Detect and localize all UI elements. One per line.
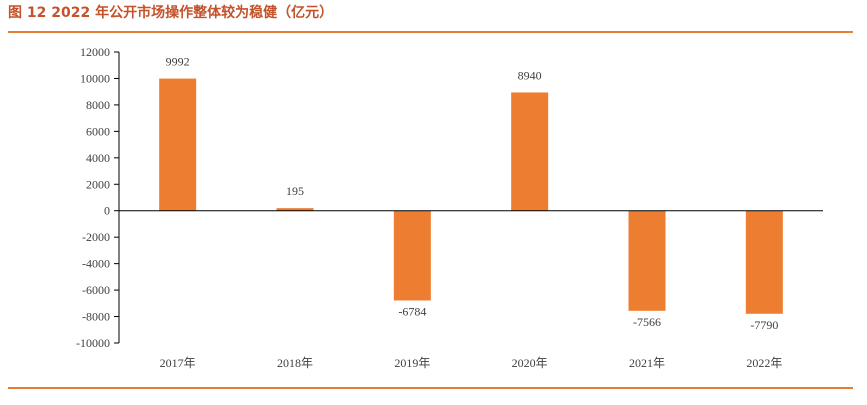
data-label: -7790	[750, 318, 778, 332]
x-tick-label: 2019年	[394, 356, 430, 370]
y-tick-label: 8000	[86, 98, 110, 112]
bar-2017年	[159, 78, 197, 211]
bars	[159, 78, 783, 314]
data-label: -6784	[398, 304, 426, 318]
data-label: 8940	[518, 68, 542, 82]
x-tick-label: 2022年	[746, 356, 782, 370]
x-tick-label: 2021年	[629, 356, 665, 370]
bar-2020年	[511, 92, 549, 211]
y-tick-label: -6000	[82, 283, 110, 297]
y-tick-label: -8000	[82, 310, 110, 324]
bar-2022年	[745, 210, 783, 314]
x-tick-label: 2017年	[160, 356, 196, 370]
y-tick-label: -10000	[76, 336, 110, 350]
figure-title: 图 12 2022 年公开市场操作整体较为稳健（亿元）	[8, 5, 334, 21]
y-tick-label: -2000	[82, 230, 110, 244]
y-tick-label: -4000	[82, 257, 110, 271]
top-rule	[8, 31, 853, 33]
data-label: 9992	[166, 55, 190, 69]
data-labels: 9992 195 -6784 8940 -7566 -7790	[166, 55, 779, 332]
bar-2021年	[628, 210, 666, 311]
y-tick-label: 4000	[86, 151, 110, 165]
y-tick-label: 10000	[80, 71, 110, 85]
x-tick-label: 2020年	[512, 356, 548, 370]
bottom-rule	[8, 387, 853, 389]
y-tick-label: 0	[104, 204, 110, 218]
x-tick-label: 2018年	[277, 356, 313, 370]
y-axis: 12000 10000 8000 6000 4000 2000 0 -2000 -4000 -60…	[76, 45, 120, 350]
data-label: -7566	[633, 315, 661, 329]
y-tick-label: 12000	[80, 45, 110, 59]
data-label: 195	[286, 184, 304, 198]
bar-2018年	[276, 208, 314, 211]
y-tick-label: 6000	[86, 124, 110, 138]
bar-2019年	[393, 210, 431, 301]
y-tick-label: 2000	[86, 177, 110, 191]
x-axis: 2017年 2018年 2019年 2020年 2021年 2022年	[119, 210, 823, 370]
